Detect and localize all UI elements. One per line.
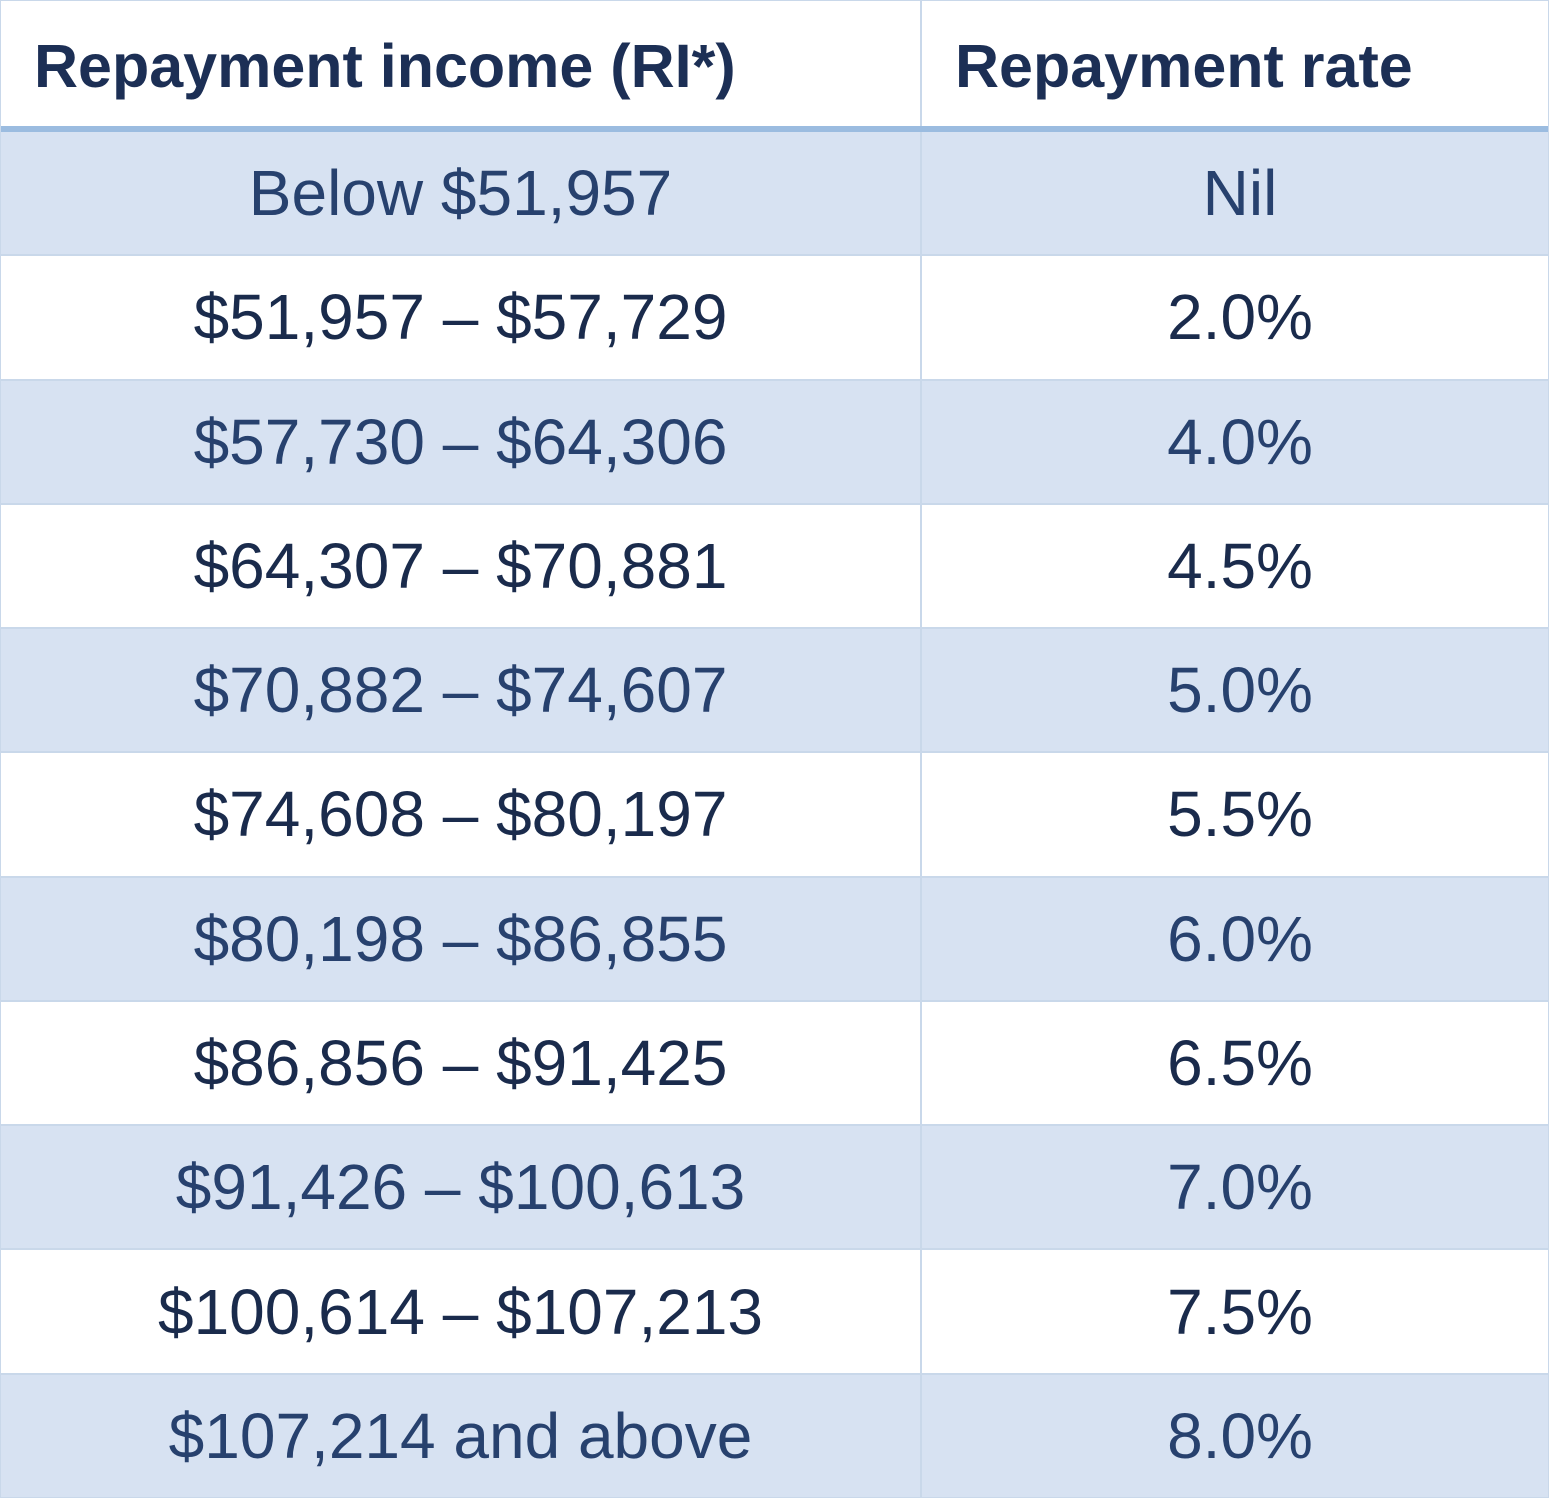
header-repayment-rate: Repayment rate	[955, 31, 1413, 100]
rate-cell: 4.5%	[1167, 529, 1313, 602]
income-range-cell: $100,614 – $107,213	[1, 1250, 922, 1373]
table-row: Below $51,957 Nil	[1, 132, 1548, 257]
income-range-cell: $51,957 – $57,729	[1, 256, 922, 379]
header-repayment-income: Repayment income (RI*)	[1, 1, 922, 126]
income-range-cell: $64,307 – $70,881	[1, 504, 922, 628]
table-row: $51,957 – $57,729 2.0%	[1, 256, 1548, 381]
rate-cell: 8.0%	[1167, 1399, 1313, 1472]
table-header-row: Repayment income (RI*) Repayment rate	[1, 1, 1548, 132]
rate-cell: Nil	[1202, 157, 1278, 230]
income-range-cell: $107,214 and above	[1, 1374, 922, 1497]
table-row: $70,882 – $74,607 5.0%	[1, 629, 1548, 754]
rate-cell: 5.0%	[1167, 654, 1313, 727]
table-row: $64,307 – $70,881 4.5%	[1, 504, 1548, 630]
table-row: $86,856 – $91,425 6.5%	[1, 1001, 1548, 1127]
income-range-cell: $57,730 – $64,306	[1, 380, 922, 503]
income-range-cell: $70,882 – $74,607	[1, 629, 922, 752]
rate-cell: 5.5%	[1167, 778, 1313, 851]
rate-cell: 6.0%	[1167, 902, 1313, 975]
table-row: $91,426 – $100,613 7.0%	[1, 1126, 1548, 1251]
rate-cell: 4.0%	[1167, 405, 1313, 478]
table-row: $107,214 and above 8.0%	[1, 1374, 1548, 1497]
table-row: $74,608 – $80,197 5.5%	[1, 753, 1548, 878]
rate-cell: 7.0%	[1167, 1151, 1313, 1224]
table-row: $80,198 – $86,855 6.0%	[1, 877, 1548, 1002]
rate-cell: 2.0%	[1167, 281, 1313, 354]
table-row: $57,730 – $64,306 4.0%	[1, 380, 1548, 505]
income-range-cell: Below $51,957	[1, 132, 922, 255]
income-range-cell: $86,856 – $91,425	[1, 1001, 922, 1125]
income-range-cell: $80,198 – $86,855	[1, 877, 922, 1000]
income-range-cell: $74,608 – $80,197	[1, 753, 922, 876]
income-range-cell: $91,426 – $100,613	[1, 1126, 922, 1249]
rate-cell: 7.5%	[1167, 1275, 1313, 1348]
table-row: $100,614 – $107,213 7.5%	[1, 1250, 1548, 1375]
rate-cell: 6.5%	[1167, 1026, 1313, 1099]
